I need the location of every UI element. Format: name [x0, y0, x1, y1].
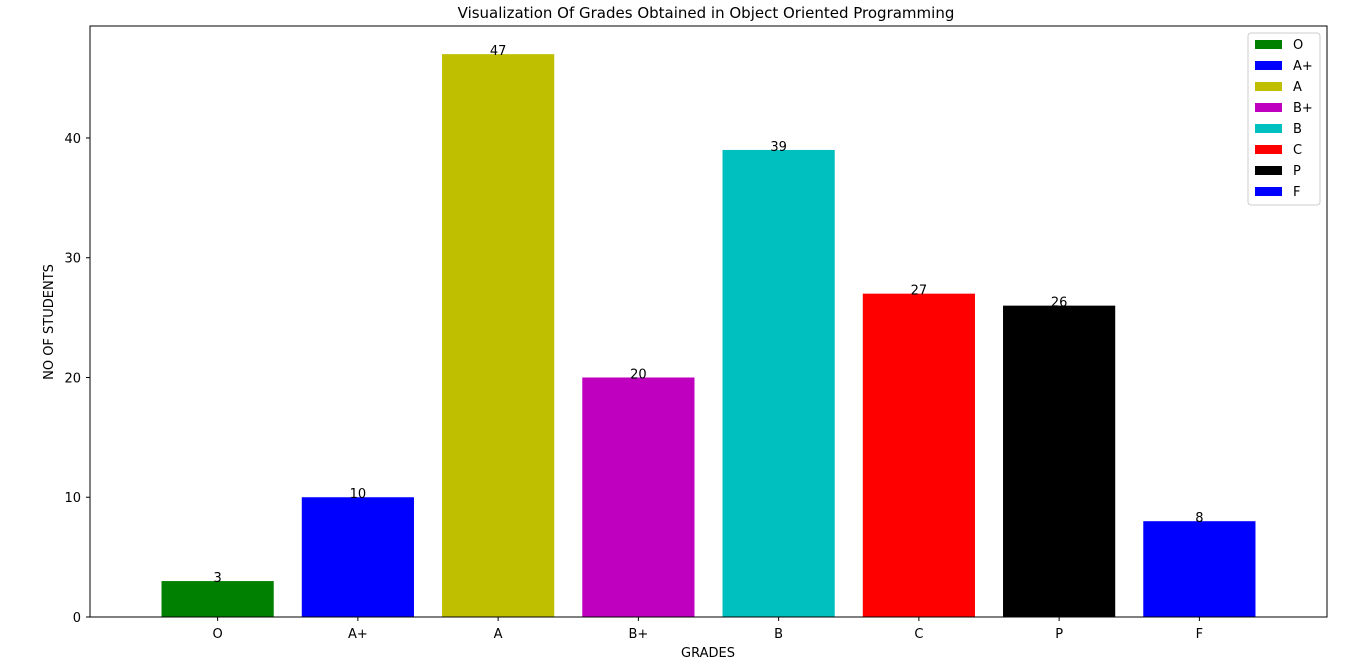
chart-title: Visualization Of Grades Obtained in Obje… [458, 4, 955, 22]
bar-value-label: 3 [213, 571, 221, 586]
legend-swatch [1255, 61, 1282, 70]
legend-label: A+ [1293, 59, 1313, 74]
bar-value-label: 27 [911, 284, 928, 299]
legend-swatch [1255, 103, 1282, 112]
bar-value-label: 20 [630, 367, 647, 382]
legend-swatch [1255, 40, 1282, 49]
plot-frame [89, 25, 1328, 618]
legend-label: A [1293, 80, 1302, 95]
bars-layer [161, 54, 1256, 617]
bar-p [1003, 305, 1116, 617]
y-tick-label: 40 [64, 132, 81, 147]
legend-swatch [1255, 124, 1282, 133]
y-tick-label: 20 [64, 371, 81, 386]
x-tick-label: O [213, 627, 223, 642]
y-axis: 0 10 20 30 40 [64, 132, 90, 626]
x-tick-label: A+ [348, 627, 368, 642]
bar-labels-layer: 3 10 47 20 39 27 26 8 [213, 44, 1203, 586]
bar-value-label: 26 [1051, 296, 1068, 311]
bar-value-label: 47 [490, 44, 507, 59]
bar-a-plus [301, 497, 414, 617]
bar-b-plus [582, 377, 695, 617]
legend-label: P [1293, 164, 1301, 179]
x-tick-label: F [1196, 627, 1203, 642]
bar-o [161, 581, 274, 617]
bar-a [442, 54, 555, 617]
bar-c [862, 293, 975, 617]
y-tick-label: 0 [73, 611, 81, 626]
y-axis-label: NO OF STUDENTS [42, 264, 57, 380]
y-tick-label: 30 [64, 252, 81, 267]
legend-label: C [1293, 143, 1302, 158]
y-tick-label: 10 [64, 491, 81, 506]
bar-b [722, 149, 835, 617]
x-tick-label: B+ [628, 627, 648, 642]
x-tick-label: B [774, 627, 783, 642]
legend-label: B [1293, 122, 1302, 137]
legend-swatch [1255, 82, 1282, 91]
bar-value-label: 10 [350, 487, 367, 502]
bar-value-label: 8 [1195, 511, 1203, 526]
x-axis: O A+ A B+ B C P F [213, 617, 1203, 642]
legend-swatch [1255, 145, 1282, 154]
x-tick-label: C [914, 627, 923, 642]
legend-swatch [1255, 187, 1282, 196]
x-tick-label: P [1055, 627, 1063, 642]
bar-f [1143, 521, 1256, 617]
legend-box [1247, 32, 1321, 206]
bar-value-label: 39 [770, 140, 787, 155]
legend-swatch [1255, 166, 1282, 175]
legend-label: F [1293, 185, 1300, 200]
legend-label: O [1293, 38, 1303, 53]
x-tick-label: A [494, 627, 503, 642]
x-axis-label: GRADES [681, 646, 735, 661]
legend-label: B+ [1293, 101, 1313, 116]
